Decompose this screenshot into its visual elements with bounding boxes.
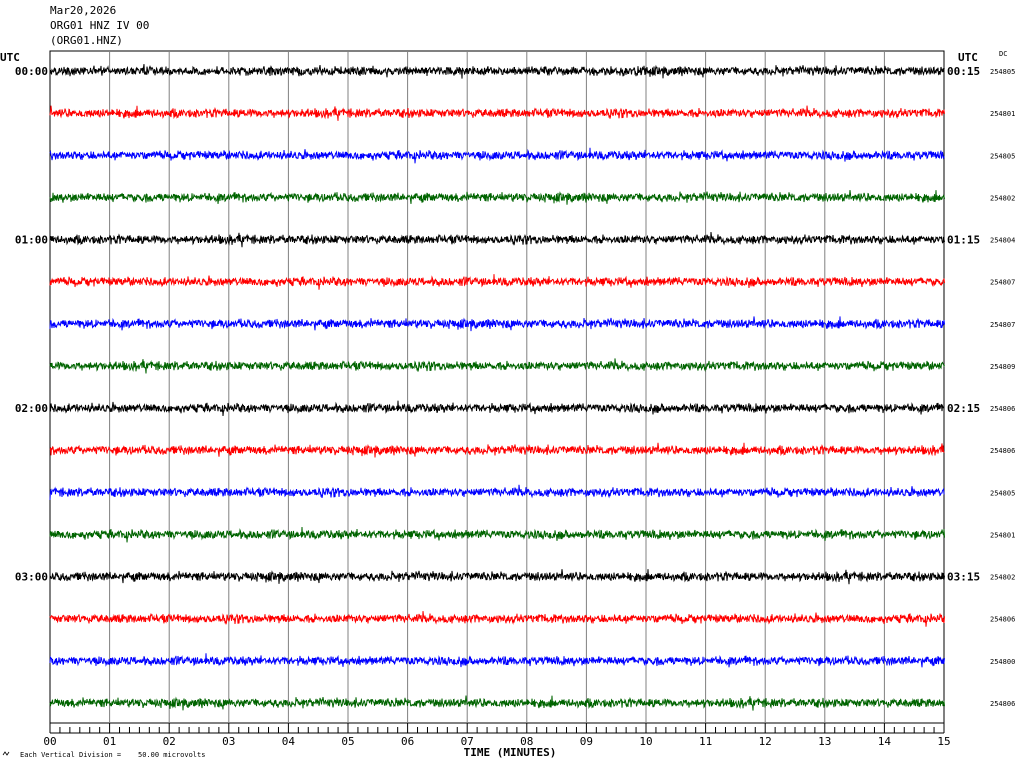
dc-offset-label: 254806 [990, 700, 1015, 708]
dc-offset-label: 254805 [990, 152, 1015, 160]
header-channel: ORG01 HNZ IV 00 [50, 19, 150, 32]
dc-offset-label: 254800 [990, 658, 1015, 666]
trace-line [49, 147, 945, 164]
trace-line [49, 189, 945, 205]
x-axis-label: TIME (MINUTES) [464, 746, 557, 759]
header-station-code: (ORG01.HNZ) [50, 34, 123, 47]
header-date: Mar20,2026 [50, 4, 117, 17]
hour-label-left: 02:00 [15, 402, 48, 415]
trace-line [49, 442, 945, 458]
dc-offset-label: 254801 [990, 110, 1015, 118]
hour-label-right: 01:15 [947, 234, 980, 247]
x-tick-label: 03 [222, 735, 235, 748]
trace-line [49, 526, 945, 543]
dc-offset-label: 254805 [990, 489, 1015, 497]
dc-offset-label: 254802 [990, 574, 1015, 582]
trace-line [49, 64, 945, 79]
x-tick-label: 01 [103, 735, 116, 748]
dc-offset-label: 254809 [990, 363, 1015, 371]
x-tick-label: 05 [341, 735, 354, 748]
trace-line [49, 316, 945, 332]
x-tick-label: 11 [699, 735, 712, 748]
x-tick-label: 15 [937, 735, 950, 748]
dc-offset-label: 254801 [990, 531, 1015, 539]
axes: 00 01 02 03 04 05 06 07 08 09 10 11 12 13 14 15 254805 00… [15, 65, 1015, 748]
plot-frame [49, 50, 945, 724]
trace-line [49, 231, 945, 248]
dc-offset-label: 254806 [990, 447, 1015, 455]
x-tick-label: 14 [878, 735, 892, 748]
dc-offset-label: 254806 [990, 405, 1015, 413]
x-tick-label: 04 [282, 735, 296, 748]
sensor-icon [2, 751, 10, 756]
dc-offset-label: 254805 [990, 68, 1015, 76]
x-tick-label: 12 [759, 735, 772, 748]
dc-offset-label: 254806 [990, 616, 1015, 624]
hour-label-left: 03:00 [15, 571, 48, 584]
hour-label-right: 02:15 [947, 402, 980, 415]
x-tick-label: 00 [43, 735, 56, 748]
trace-line [49, 105, 945, 121]
dc-offset-label: 254802 [990, 194, 1015, 202]
left-utc-label: UTC [0, 51, 20, 64]
trace-line [49, 484, 945, 500]
trace-line [49, 653, 945, 668]
x-tick-label: 07 [461, 735, 474, 748]
dc-offset-label: 254807 [990, 279, 1015, 287]
x-tick-label: 06 [401, 735, 414, 748]
hour-label-left: 01:00 [15, 234, 48, 247]
scale-footnote: Each Vertical Division = 50.00 microvolt… [20, 751, 205, 759]
hour-label-right: 00:15 [947, 65, 980, 78]
trace-line [49, 611, 945, 627]
grid [49, 50, 945, 724]
x-tick-label: 02 [163, 735, 176, 748]
hour-label-right: 03:15 [947, 571, 980, 584]
x-tick-label: 08 [520, 735, 533, 748]
trace-line [49, 274, 945, 290]
trace-line [49, 695, 945, 711]
traces [49, 64, 945, 711]
trace-line [49, 569, 945, 585]
x-tick-label: 10 [639, 735, 652, 748]
x-tick-label: 13 [818, 735, 831, 748]
dc-offset-label: 254804 [990, 237, 1015, 245]
trace-line [49, 400, 945, 417]
x-tick-label: 09 [580, 735, 593, 748]
right-utc-label: UTC [958, 51, 978, 64]
trace-line [49, 358, 945, 374]
dc-offset-label: 254807 [990, 321, 1015, 329]
dc-label: DC [999, 50, 1007, 58]
hour-label-left: 00:00 [15, 65, 48, 78]
